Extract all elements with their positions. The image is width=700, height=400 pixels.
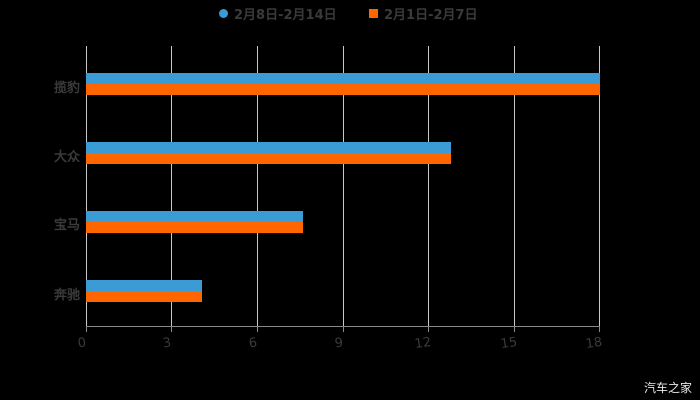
chart-legend: 2月8日-2月14日 2月1日-2月7日: [0, 4, 700, 24]
x-tick-label: 3: [161, 335, 173, 352]
gridline: [257, 46, 258, 326]
gridline: [171, 46, 172, 326]
bar-mercedes-series-2[interactable]: [86, 291, 202, 302]
bar-bmw-series-1[interactable]: [86, 211, 303, 222]
bar-jaguar-series-2[interactable]: [86, 84, 600, 95]
x-tick: [86, 326, 87, 332]
x-tick: [257, 326, 258, 332]
bar-volkswagen-series-1[interactable]: [86, 142, 451, 153]
legend-item-series-1[interactable]: 2月8日-2月14日: [219, 4, 337, 23]
legend-square-icon: [369, 9, 378, 18]
gridline: [86, 46, 87, 326]
category-label-volkswagen: 大众: [53, 150, 80, 165]
x-tick: [171, 326, 172, 332]
x-tick-label: 18: [584, 334, 604, 353]
gridline: [343, 46, 344, 326]
x-tick: [514, 326, 515, 332]
legend-label: 2月8日-2月14日: [234, 8, 337, 23]
plot-area: [86, 46, 600, 326]
x-tick-label: 12: [413, 334, 433, 353]
legend-label: 2月1日-2月7日: [384, 8, 478, 23]
x-tick-label: 9: [333, 335, 345, 352]
x-tick: [343, 326, 344, 332]
bar-bmw-series-2[interactable]: [86, 222, 303, 233]
category-label-mercedes: 奔驰: [53, 288, 80, 303]
bar-volkswagen-series-2[interactable]: [86, 153, 451, 164]
x-tick-label: 0: [76, 335, 88, 352]
bar-mercedes-series-1[interactable]: [86, 280, 202, 291]
x-tick-label: 15: [499, 334, 519, 353]
gridline: [428, 46, 429, 326]
gridline: [599, 46, 600, 326]
x-tick: [428, 326, 429, 332]
watermark: 汽车之家: [643, 381, 692, 395]
x-tick: [599, 326, 600, 332]
category-label-jaguar: 揽豹: [53, 81, 80, 96]
gridline: [514, 46, 515, 326]
category-label-bmw: 宝马: [53, 218, 80, 233]
legend-item-series-2[interactable]: 2月1日-2月7日: [369, 4, 478, 23]
x-tick-label: 6: [247, 335, 259, 352]
bar-jaguar-series-1[interactable]: [86, 73, 600, 84]
legend-circle-icon: [219, 9, 228, 18]
